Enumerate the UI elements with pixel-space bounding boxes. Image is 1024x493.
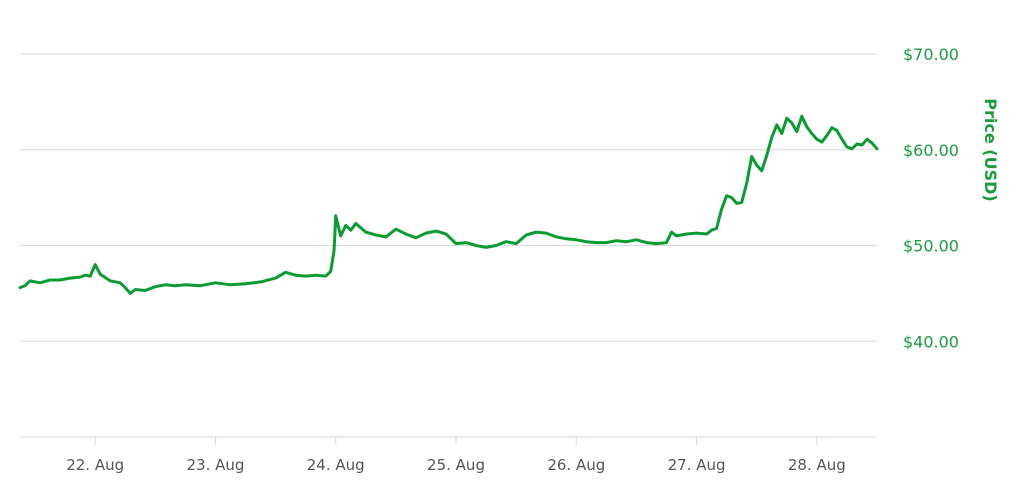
- grid-lines: [20, 53, 877, 342]
- y-axis-title: Price (USD): [981, 98, 1000, 201]
- series-layer: [18, 114, 879, 295]
- x-tick-label: 25. Aug: [427, 456, 485, 474]
- price-series-line: [18, 114, 879, 295]
- x-tick-label: 22. Aug: [66, 456, 124, 474]
- x-tick-label: 27. Aug: [668, 456, 726, 474]
- x-tick-label: 24. Aug: [307, 456, 365, 474]
- x-tick-label: 26. Aug: [547, 456, 605, 474]
- x-axis: [20, 436, 877, 445]
- x-tick-labels: 22. Aug 23. Aug 24. Aug 25. Aug 26. Aug 27. A…: [66, 456, 846, 474]
- x-tick-label: 28. Aug: [788, 456, 846, 474]
- y-tick-label: $40.00: [903, 332, 959, 351]
- x-tick-label: 23. Aug: [186, 456, 244, 474]
- y-tick-label: $60.00: [903, 141, 959, 160]
- y-tick-label: $70.00: [903, 45, 959, 64]
- y-tick-labels: $40.00 $50.00 $60.00 $70.00: [903, 45, 959, 351]
- y-tick-label: $50.00: [903, 237, 959, 256]
